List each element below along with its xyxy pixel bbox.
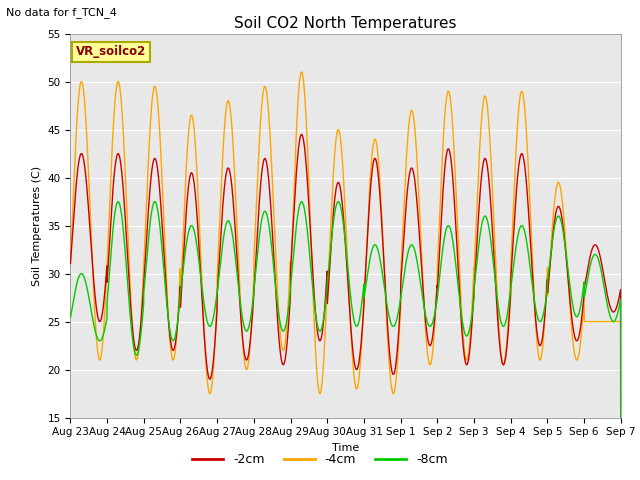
Title: Soil CO2 North Temperatures: Soil CO2 North Temperatures [234,16,457,31]
Y-axis label: Soil Temperatures (C): Soil Temperatures (C) [32,166,42,286]
Legend: -2cm, -4cm, -8cm: -2cm, -4cm, -8cm [187,448,453,471]
Text: VR_soilco2: VR_soilco2 [76,45,146,58]
Text: No data for f_TCN_4: No data for f_TCN_4 [6,7,117,18]
X-axis label: Time: Time [332,443,359,453]
